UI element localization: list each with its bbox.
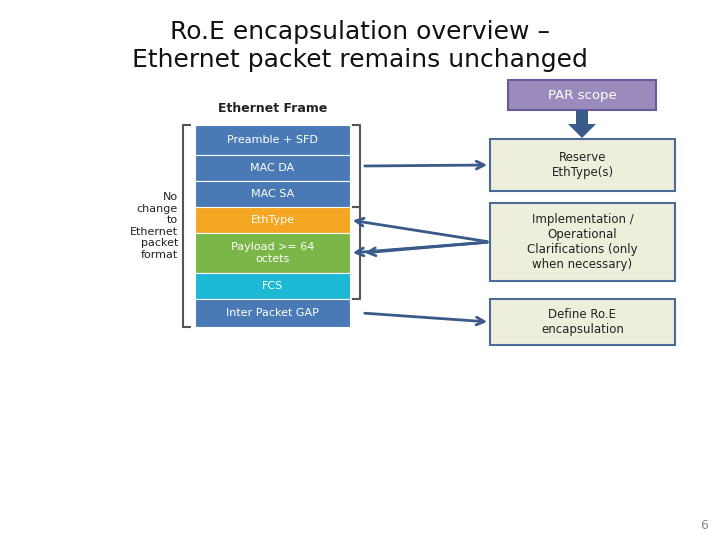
Bar — [490, 299, 675, 345]
Text: PAR scope: PAR scope — [548, 89, 616, 102]
Text: MAC SA: MAC SA — [251, 189, 294, 199]
Bar — [490, 139, 675, 191]
Text: Payload >= 64
octets: Payload >= 64 octets — [231, 242, 314, 264]
Text: Inter Packet GAP: Inter Packet GAP — [226, 308, 319, 318]
Bar — [195, 125, 350, 155]
Text: EthType: EthType — [251, 215, 294, 225]
Text: MAC DA: MAC DA — [251, 163, 294, 173]
Text: Ethernet packet remains unchanged: Ethernet packet remains unchanged — [132, 48, 588, 72]
Bar — [195, 181, 350, 207]
Text: Define Ro.E
encapsulation: Define Ro.E encapsulation — [541, 308, 624, 336]
Text: Preamble + SFD: Preamble + SFD — [227, 135, 318, 145]
Bar — [195, 207, 350, 233]
Polygon shape — [568, 110, 596, 138]
Bar — [195, 273, 350, 299]
Text: FCS: FCS — [262, 281, 283, 291]
Bar — [195, 299, 350, 327]
Text: Implementation /
Operational
Clarifications (only
when necessary): Implementation / Operational Clarificati… — [527, 213, 638, 271]
Bar — [195, 155, 350, 181]
Text: Ethernet Frame: Ethernet Frame — [218, 103, 327, 116]
Text: Reserve
EthType(s): Reserve EthType(s) — [552, 151, 613, 179]
Text: Ro.E encapsulation overview –: Ro.E encapsulation overview – — [170, 20, 550, 44]
Bar — [195, 233, 350, 273]
Bar — [490, 203, 675, 281]
FancyBboxPatch shape — [508, 80, 656, 110]
Text: 6: 6 — [700, 519, 708, 532]
Text: No
change
to
Ethernet
packet
format: No change to Ethernet packet format — [130, 192, 178, 260]
